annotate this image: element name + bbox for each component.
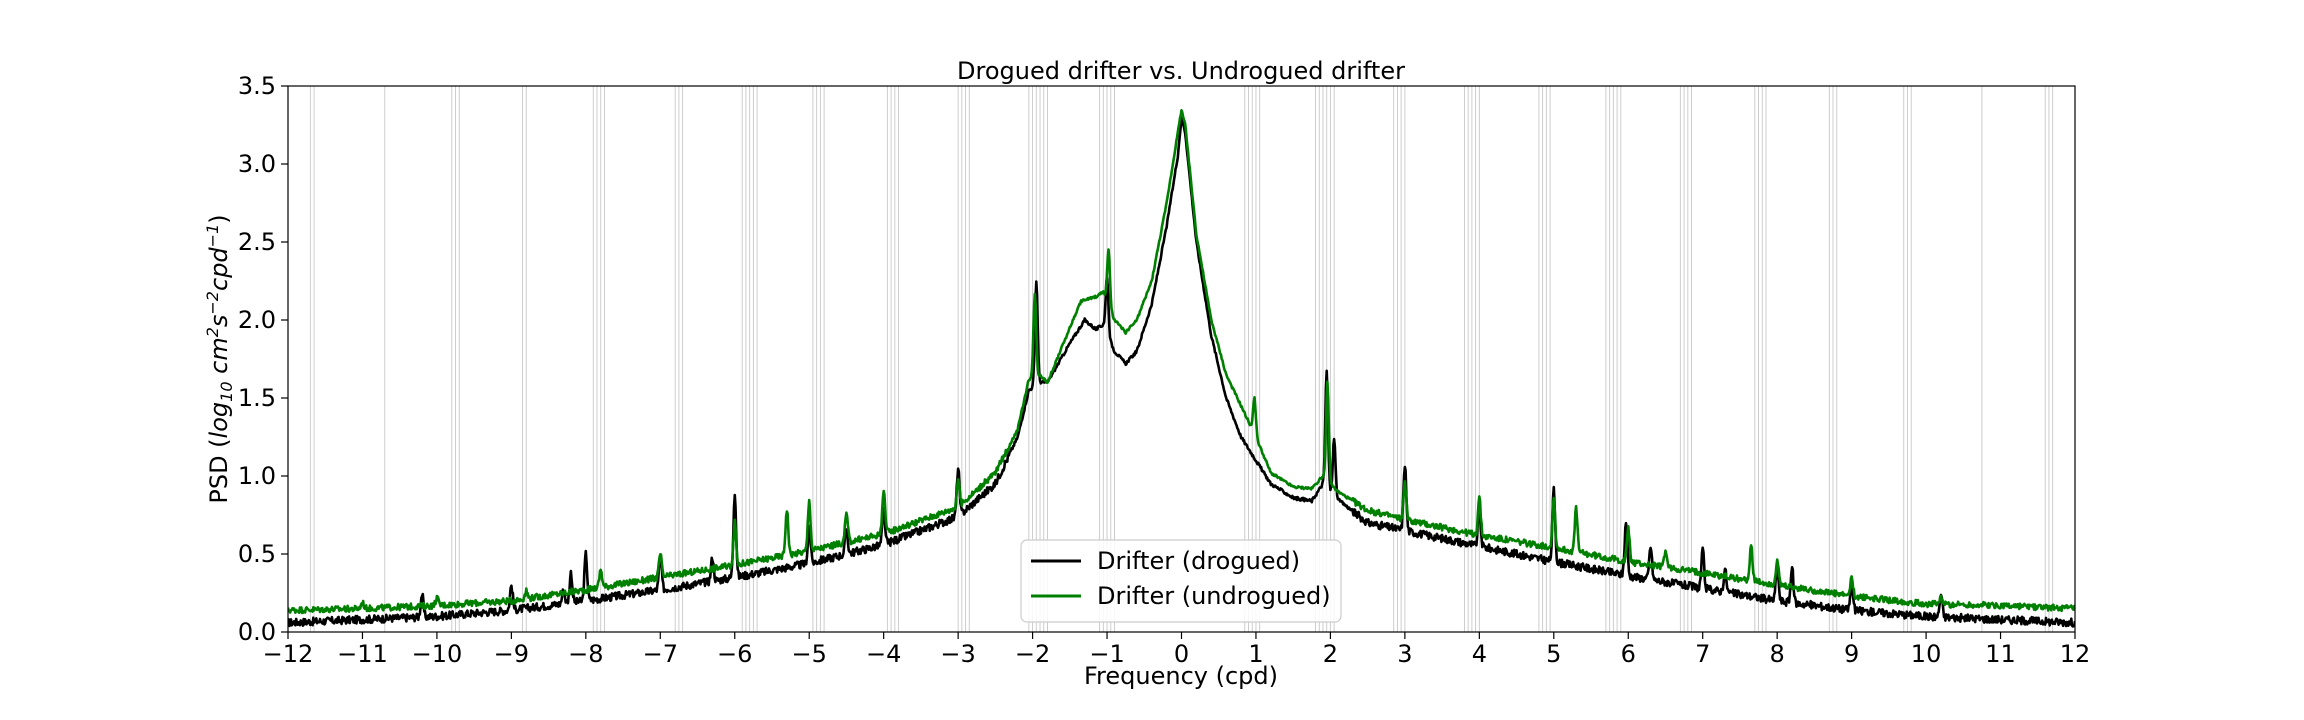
x-tick-label-4: −8 (568, 640, 603, 668)
x-tick-label-7: −5 (792, 640, 827, 668)
series-line-1 (288, 109, 2075, 615)
y-label-prefix: PSD ( (205, 438, 233, 503)
x-tick-label-17: 5 (1546, 640, 1561, 668)
x-tick-label-13: 1 (1248, 640, 1263, 668)
x-tick-label-21: 9 (1844, 640, 1859, 668)
chart-title: Drogued drifter vs. Undrogued drifter (957, 57, 1405, 85)
y-label-suffix: ) (205, 214, 233, 223)
y-tick-label-1: 0.5 (238, 540, 276, 568)
y-label-cpd-sup: −1 (203, 224, 222, 248)
x-axis-label: Frequency (cpd) (1084, 662, 1278, 690)
x-tick-label-11: −1 (1089, 640, 1124, 668)
y-tick-label-7: 3.5 (238, 72, 276, 100)
y-label-cpd: cpd (205, 247, 233, 291)
x-tick-label-1: −11 (337, 640, 388, 668)
y-tick-label-5: 2.5 (238, 228, 276, 256)
x-tick-label-0: −12 (263, 640, 314, 668)
y-axis-label: PSD (log10 cm2s−2cpd−1) (203, 214, 236, 503)
x-tick-label-23: 11 (1985, 640, 2016, 668)
x-tick-label-6: −6 (717, 640, 752, 668)
y-tick-label-2: 1.0 (238, 462, 276, 490)
x-tick-label-16: 4 (1472, 640, 1487, 668)
legend-label-undrogued: Drifter (undrogued) (1097, 582, 1331, 610)
legend-label-drogued: Drifter (drogued) (1097, 547, 1300, 575)
y-tick-label-0: 0.0 (238, 618, 276, 646)
x-tick-label-14: 2 (1323, 640, 1338, 668)
x-axis: −12 −11 −10 −9 −8 −7 −6 −5 −4 −3 −2 −1 0 1 2 3 4 5 6 7 8 9 10 1… (263, 632, 2091, 668)
x-tick-label-20: 8 (1770, 640, 1785, 668)
y-label-cm: cm (205, 337, 233, 381)
y-label-log-sub: 10 (217, 382, 236, 402)
y-label-log: log (205, 402, 233, 439)
x-tick-label-19: 7 (1695, 640, 1710, 668)
y-tick-label-6: 3.0 (238, 150, 276, 178)
series-lines-group (288, 109, 2075, 628)
x-tick-label-5: −7 (643, 640, 678, 668)
x-tick-label-3: −9 (494, 640, 529, 668)
x-tick-label-10: −2 (1015, 640, 1050, 668)
y-axis: 0.0 0.5 1.0 1.5 2.0 2.5 3.0 3.5 (238, 72, 288, 646)
x-tick-label-24: 12 (2060, 640, 2091, 668)
x-tick-label-2: −10 (412, 640, 463, 668)
x-tick-label-9: −3 (940, 640, 975, 668)
x-tick-label-12: 0 (1174, 640, 1189, 668)
y-tick-label-4: 2.0 (238, 306, 276, 334)
x-tick-label-18: 6 (1621, 640, 1636, 668)
x-tick-label-22: 10 (1911, 640, 1942, 668)
y-label-s-sup: −2 (203, 291, 222, 315)
y-tick-label-3: 1.5 (238, 384, 276, 412)
y-label-s: s (205, 315, 233, 328)
y-label-cm-sup: 2 (203, 327, 222, 337)
x-tick-label-8: −4 (866, 640, 901, 668)
x-tick-label-15: 3 (1397, 640, 1412, 668)
legend-box (1020, 539, 1342, 623)
legend: Drifter (drogued) Drifter (undrogued) (1020, 539, 1342, 623)
